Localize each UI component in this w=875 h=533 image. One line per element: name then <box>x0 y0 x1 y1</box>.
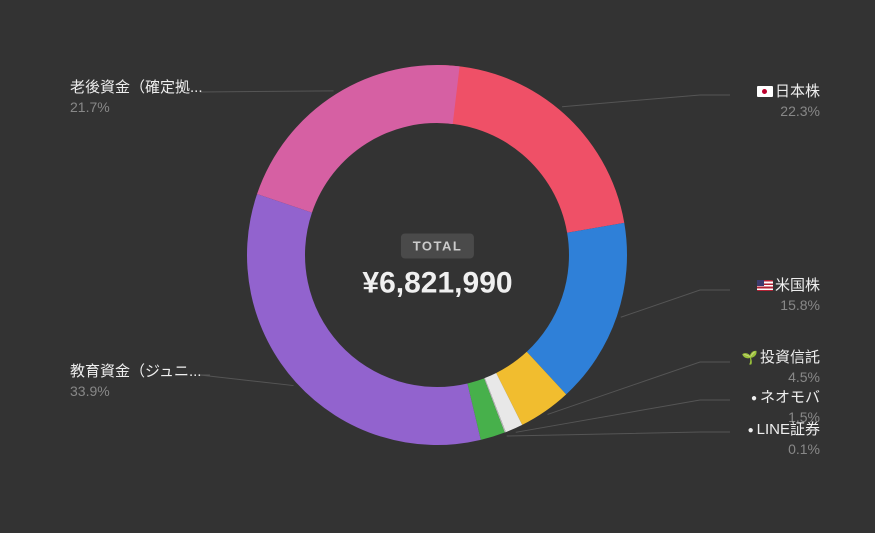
slice-jp_stocks[interactable] <box>437 65 624 233</box>
flag-us-icon <box>757 280 773 291</box>
leader-line <box>507 432 730 436</box>
leader-jp_stocks <box>562 95 730 107</box>
label-pct-line: 0.1% <box>748 440 820 458</box>
label-name-jp_stocks: 日本株 <box>757 82 820 102</box>
leader-us_stocks <box>621 290 730 317</box>
label-name-us_stocks: 米国株 <box>757 276 820 296</box>
flag-jp-icon <box>757 86 773 97</box>
slice-retirement[interactable] <box>257 65 460 213</box>
label-retirement: 老後資金（確定拠...21.7% <box>70 78 203 116</box>
slice-education[interactable] <box>247 194 481 445</box>
label-funds: 🌱投資信託4.5% <box>742 348 820 386</box>
label-pct-retirement: 21.7% <box>70 98 203 116</box>
bullet-icon: ● <box>748 425 754 436</box>
bullet-icon: ● <box>751 393 757 404</box>
total-badge: TOTAL <box>401 233 475 258</box>
label-education: 教育資金（ジュニ...33.9% <box>70 362 201 400</box>
label-pct-jp_stocks: 22.3% <box>757 102 820 120</box>
seedling-icon: 🌱 <box>742 350 758 365</box>
leader-education <box>200 375 294 386</box>
label-us_stocks: 米国株15.8% <box>757 276 820 314</box>
total-value: ¥6,821,990 <box>362 266 512 300</box>
donut-chart: TOTAL ¥6,821,990 日本株22.3% 米国株15.8% 🌱投資信託4.… <box>0 0 875 533</box>
label-name-education: 教育資金（ジュニ... <box>70 362 201 382</box>
leader-retirement <box>200 91 334 92</box>
label-name-funds: 🌱投資信託 <box>742 348 820 368</box>
label-line: ●LINE証券0.1% <box>748 420 820 458</box>
label-pct-education: 33.9% <box>70 382 201 400</box>
center-total: TOTAL ¥6,821,990 <box>362 233 512 300</box>
label-pct-us_stocks: 15.8% <box>757 296 820 314</box>
label-pct-funds: 4.5% <box>742 368 820 386</box>
label-jp_stocks: 日本株22.3% <box>757 82 820 120</box>
label-name-neomoba: ●ネオモバ <box>751 388 820 408</box>
label-name-retirement: 老後資金（確定拠... <box>70 78 203 98</box>
label-name-line: ●LINE証券 <box>748 420 820 440</box>
